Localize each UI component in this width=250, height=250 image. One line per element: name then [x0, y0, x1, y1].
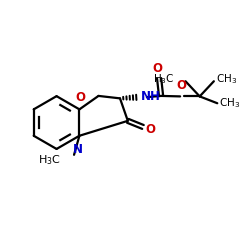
Text: CH$_3$: CH$_3$ [216, 72, 237, 86]
Text: O: O [152, 62, 162, 76]
Text: H$_3$C: H$_3$C [38, 153, 61, 167]
Text: O: O [75, 91, 85, 104]
Text: H$_3$C: H$_3$C [153, 72, 174, 86]
Text: CH$_3$: CH$_3$ [219, 96, 240, 110]
Text: NH: NH [141, 90, 161, 103]
Text: N: N [73, 142, 83, 156]
Text: O: O [146, 123, 156, 136]
Text: O: O [176, 79, 186, 92]
